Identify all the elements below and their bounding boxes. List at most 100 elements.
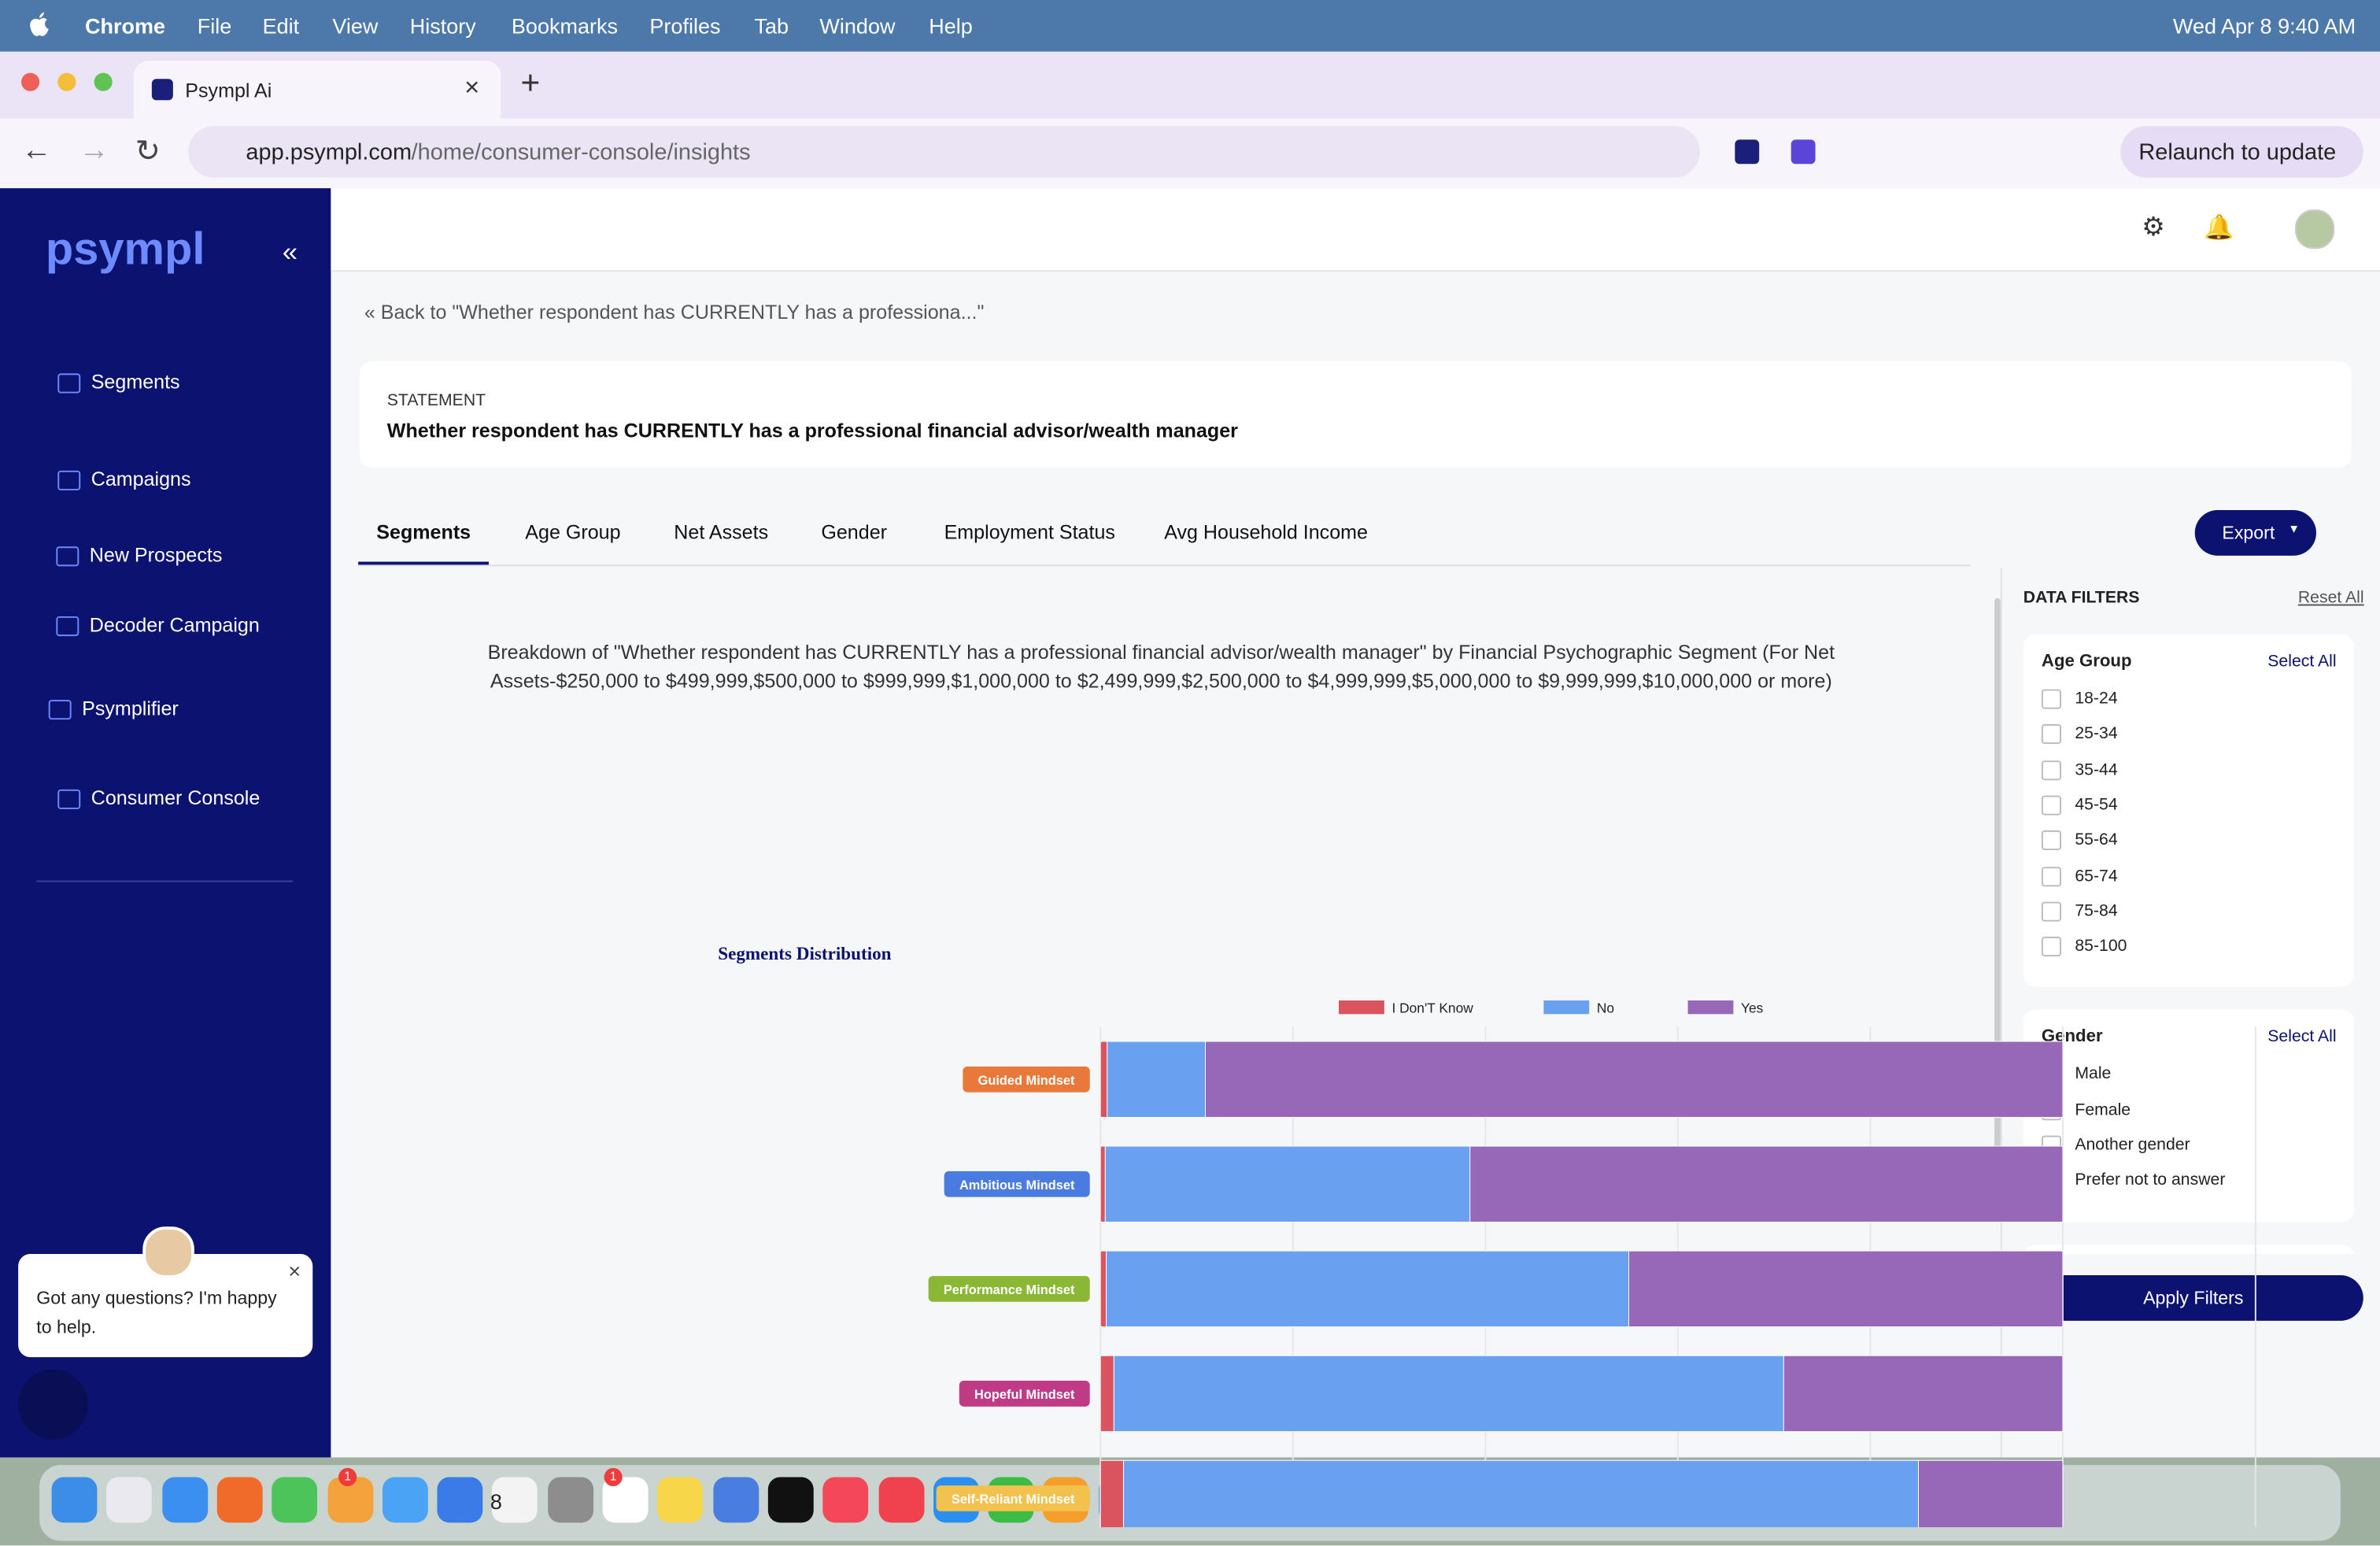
bar-segment <box>1205 1041 2064 1118</box>
filter-option[interactable]: 65-74 <box>2041 866 2118 886</box>
dock-icon[interactable] <box>437 1477 483 1523</box>
bar-segment <box>1113 1355 1784 1433</box>
dock-icon[interactable] <box>272 1477 318 1523</box>
url-host: app.psympl.com <box>246 139 412 166</box>
nav-icon <box>57 373 81 394</box>
filter-option[interactable]: 25-34 <box>2041 724 2118 745</box>
nav-icon <box>56 546 79 567</box>
chat-launcher[interactable] <box>18 1369 88 1440</box>
bar-segment <box>1469 1145 2064 1222</box>
nav-item[interactable]: Segments <box>91 370 180 394</box>
header: ⚙ 🔔 <box>331 188 2380 272</box>
menu-item[interactable]: File <box>197 13 232 39</box>
option-label: 65-74 <box>2075 867 2118 886</box>
chat-message: Got any questions? I'm happy to help. <box>36 1287 277 1338</box>
apply-text: Apply Filters <box>2143 1287 2244 1309</box>
bar-segment <box>1123 1459 1920 1528</box>
clock: Wed Apr 8 9:40 AM <box>2172 13 2356 39</box>
nav-icon <box>56 616 79 637</box>
option-label: 75-84 <box>2075 901 2118 921</box>
menu-item[interactable]: Help <box>929 13 973 39</box>
filter-option[interactable]: 18-24 <box>2041 689 2118 709</box>
dock-icon[interactable] <box>547 1477 593 1523</box>
filter-card: Employment StatusSelect All <box>2023 1244 2355 1254</box>
address-bar[interactable]: app.psympl.com /home/consumer-console/in… <box>188 126 1700 178</box>
filter-option[interactable]: 35-44 <box>2041 760 2118 780</box>
back-link[interactable]: « Back to "Whether respondent has CURREN… <box>364 300 985 324</box>
category-pill <box>963 1066 1090 1093</box>
menu-bar: Chrome Wed Apr 8 9:40 AM File Edit View His… <box>0 0 2380 52</box>
nav-item[interactable]: New Prospects <box>89 543 223 567</box>
filter-option[interactable]: 75-84 <box>2041 901 2118 922</box>
dock-icon[interactable] <box>161 1477 208 1523</box>
filter-option[interactable]: 85-100 <box>2041 937 2127 957</box>
export-button[interactable]: Export ▾ <box>2194 509 2316 556</box>
dock-icon[interactable] <box>878 1477 924 1523</box>
relaunch-button[interactable]: Relaunch to update <box>2120 126 2363 178</box>
menu-item[interactable]: History <box>409 13 476 39</box>
category-pill <box>936 1485 1090 1511</box>
filters-title: DATA FILTERS <box>2023 589 2140 608</box>
tab[interactable]: Gender <box>821 520 888 544</box>
menu-item[interactable]: Bookmarks <box>511 13 618 39</box>
category-pill <box>944 1171 1090 1197</box>
menu-item[interactable]: Tab <box>754 13 789 39</box>
nav-item[interactable]: Consumer Console <box>91 786 261 809</box>
dock-icon[interactable] <box>51 1477 98 1523</box>
description: Breakdown of "Whether respondent has CUR… <box>487 640 1835 693</box>
nav-item[interactable]: Psymplifier <box>82 697 179 720</box>
menu-item[interactable]: View <box>332 13 379 39</box>
select-all[interactable]: Select All <box>2267 653 2337 671</box>
active-tab[interactable]: Psympl Ai × <box>133 61 501 122</box>
back-link-text: Back to "Whether respondent has CURRENTL… <box>380 300 985 324</box>
option-label: Prefer not to answer <box>2075 1171 2226 1190</box>
reset-all[interactable]: Reset All <box>2297 589 2364 608</box>
nav-icon <box>57 470 81 490</box>
option-label: 45-54 <box>2075 796 2118 815</box>
bar-segment <box>1099 1459 1125 1528</box>
legend-label: No <box>1597 1000 1614 1015</box>
menu-item[interactable]: Profiles <box>649 13 721 39</box>
tab[interactable]: Net Assets <box>674 520 769 544</box>
dock-icon[interactable] <box>712 1477 759 1523</box>
app-name[interactable]: Chrome <box>84 13 166 39</box>
tab[interactable]: Age Group <box>525 520 621 544</box>
tab[interactable]: Employment Status <box>944 520 1115 544</box>
dock-icon[interactable] <box>822 1477 869 1523</box>
filter-card: Age Group Select All 18-24 25-34 35-44 45-54 5… <box>2023 634 2355 988</box>
dock-badge: 1 <box>338 1467 357 1487</box>
option-label: 55-64 <box>2075 831 2118 850</box>
chart-title: Segments Distribution <box>718 944 891 964</box>
statement-text: Whether respondent has CURRENTLY has a p… <box>386 419 1238 442</box>
dock-icon[interactable] <box>657 1477 704 1523</box>
new-tab[interactable]: + <box>520 63 541 102</box>
filter-option[interactable]: 45-54 <box>2041 795 2118 816</box>
category-label: Performance Mindset <box>944 1283 1075 1297</box>
nav-item[interactable]: Decoder Campaign <box>89 613 260 637</box>
filter-option[interactable]: 55-64 <box>2041 830 2118 851</box>
menu-item[interactable]: Edit <box>262 13 300 39</box>
logo[interactable]: psympl <box>45 224 205 276</box>
dock-calendar-day: 8 <box>490 1489 502 1514</box>
option-label: Male <box>2075 1065 2112 1084</box>
nav-icon <box>48 700 72 720</box>
apply-filters[interactable]: Apply Filters <box>2023 1274 2363 1321</box>
menu-item[interactable]: Window <box>819 13 896 39</box>
toolbar: ← → ↻ app.psympl.com /home/consumer-cons… <box>0 118 2380 190</box>
option-label: Female <box>2075 1100 2131 1119</box>
statement-card: STATEMENT Whether respondent has CURRENT… <box>360 361 2352 468</box>
bar-segment <box>1099 1250 1107 1328</box>
option-label: 25-34 <box>2075 725 2118 744</box>
dock-icon[interactable] <box>492 1477 538 1523</box>
tab[interactable]: Segments <box>376 520 471 544</box>
dock-icon[interactable] <box>382 1477 428 1523</box>
select-all[interactable]: Select All <box>2267 1028 2337 1047</box>
legend-label: I Don'T Know <box>1391 1000 1473 1015</box>
dock-icon[interactable] <box>767 1477 814 1523</box>
statement-label: STATEMENT <box>386 391 486 410</box>
nav-item[interactable]: Campaigns <box>91 467 191 490</box>
dock-icon[interactable] <box>106 1477 153 1523</box>
bar-segment <box>1099 1041 1108 1118</box>
dock-icon[interactable] <box>216 1477 263 1523</box>
tab[interactable]: Avg Household Income <box>1164 520 1369 544</box>
